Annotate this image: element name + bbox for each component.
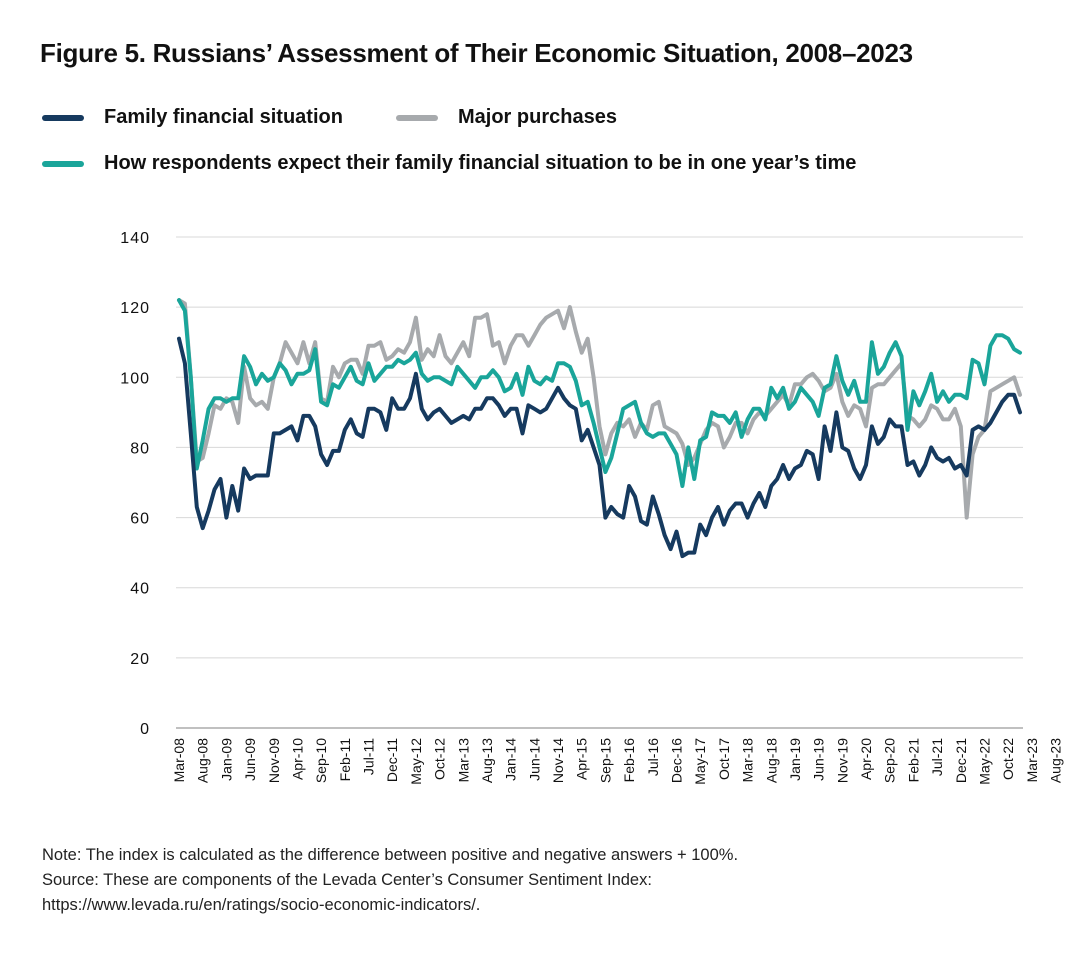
y-tick-label: 100 xyxy=(120,370,150,387)
x-tick-label: Apr-10 xyxy=(289,738,305,780)
note-text: Note: The index is calculated as the dif… xyxy=(42,846,739,864)
x-tick-label: Aug-13 xyxy=(479,738,495,783)
y-tick-label: 0 xyxy=(140,721,150,738)
x-tick-label: Oct-17 xyxy=(716,738,732,780)
x-tick-label: Mar-13 xyxy=(455,738,471,783)
x-tick-label: Dec-21 xyxy=(953,738,969,783)
x-tick-label: Feb-16 xyxy=(621,738,637,783)
chart-title: Figure 5. Russians’ Assessment of Their … xyxy=(40,38,913,68)
legend-swatch-family xyxy=(42,114,84,121)
legend-swatch-expectation xyxy=(42,160,84,167)
x-tick-label: Dec-16 xyxy=(668,738,684,783)
x-tick-label: Jun-19 xyxy=(811,738,827,781)
x-tick-label: Aug-18 xyxy=(763,738,779,783)
series-line-1 xyxy=(177,298,1022,520)
x-tick-label: Apr-15 xyxy=(574,738,590,780)
legend-item-expectation: How respondents expect their family fina… xyxy=(42,152,856,175)
legend-label-purchases: Major purchases xyxy=(458,106,617,128)
x-tick-label: Jun-09 xyxy=(242,738,258,781)
y-tick-label: 140 xyxy=(120,230,150,247)
x-tick-label: Nov-19 xyxy=(834,738,850,783)
x-tick-label: May-17 xyxy=(692,738,708,785)
x-tick-label: Jan-14 xyxy=(503,738,519,781)
x-tick-label: Apr-20 xyxy=(858,738,874,780)
x-tick-label: Oct-12 xyxy=(432,738,448,780)
source-text: Source: These are components of the Leva… xyxy=(42,871,652,889)
x-tick-label: May-22 xyxy=(976,738,992,785)
x-tick-label: Aug-08 xyxy=(195,738,211,783)
x-tick-label: Jun-14 xyxy=(526,738,542,781)
line-chart: 0 20 40 60 80 100 120 140 Mar-08 Aug-08 Jan-09 Jun-… xyxy=(120,230,1064,785)
legend-label-expectation: How respondents expect their family fina… xyxy=(104,152,857,174)
source-url: https://www.levada.ru/en/ratings/socio-e… xyxy=(42,896,481,914)
legend-item-family-financial-situation: Family financial situation xyxy=(42,106,343,129)
x-tick-label: Aug-23 xyxy=(1048,738,1064,783)
y-tick-label: 40 xyxy=(130,581,150,598)
x-tick-label: Sep-10 xyxy=(313,738,329,783)
x-tick-label: Feb-11 xyxy=(337,738,353,782)
legend-swatch-purchases xyxy=(396,114,438,121)
x-tick-label: Nov-09 xyxy=(266,738,282,783)
x-tick-label: Jul-11 xyxy=(361,738,377,775)
x-tick-label: Mar-08 xyxy=(171,738,187,783)
series-line-2 xyxy=(177,298,1022,488)
x-tick-label: May-12 xyxy=(408,738,424,785)
legend-label-family: Family financial situation xyxy=(104,106,343,128)
x-tick-label: Jul-21 xyxy=(929,738,945,776)
x-tick-label: Jul-16 xyxy=(645,738,661,776)
y-tick-label: 120 xyxy=(120,300,150,317)
x-tick-label: Nov-14 xyxy=(550,738,566,783)
y-tick-label: 20 xyxy=(130,651,150,668)
x-tick-label: Jan-09 xyxy=(218,738,234,781)
chart-notes: Note: The index is calculated as the dif… xyxy=(42,843,738,918)
x-tick-label: Oct-22 xyxy=(1000,738,1016,780)
y-tick-label: 80 xyxy=(130,440,150,457)
x-tick-label: Dec-11 xyxy=(384,738,400,782)
x-tick-label: Jan-19 xyxy=(787,738,803,781)
series-line-0 xyxy=(177,336,1022,559)
y-tick-label: 60 xyxy=(130,511,150,528)
x-tick-label: Mar-23 xyxy=(1024,738,1040,783)
x-tick-label: Mar-18 xyxy=(740,738,756,783)
x-tick-label: Sep-15 xyxy=(597,738,613,783)
x-tick-label: Sep-20 xyxy=(882,738,898,783)
legend-item-major-purchases: Major purchases xyxy=(396,106,617,129)
x-tick-label: Feb-21 xyxy=(905,738,921,783)
